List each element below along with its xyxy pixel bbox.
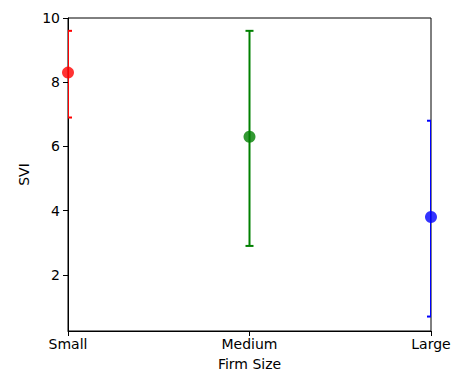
svg-text:Large: Large bbox=[411, 336, 450, 352]
svg-text:8: 8 bbox=[51, 74, 60, 90]
svg-text:4: 4 bbox=[51, 203, 60, 219]
svg-text:2: 2 bbox=[51, 267, 60, 283]
svg-text:Firm Size: Firm Size bbox=[218, 356, 281, 372]
svg-text:Small: Small bbox=[49, 336, 88, 352]
svg-text:6: 6 bbox=[51, 138, 60, 154]
svg-text:10: 10 bbox=[42, 10, 60, 26]
svg-text:Medium: Medium bbox=[222, 336, 278, 352]
svg-text:SVI: SVI bbox=[16, 163, 32, 186]
